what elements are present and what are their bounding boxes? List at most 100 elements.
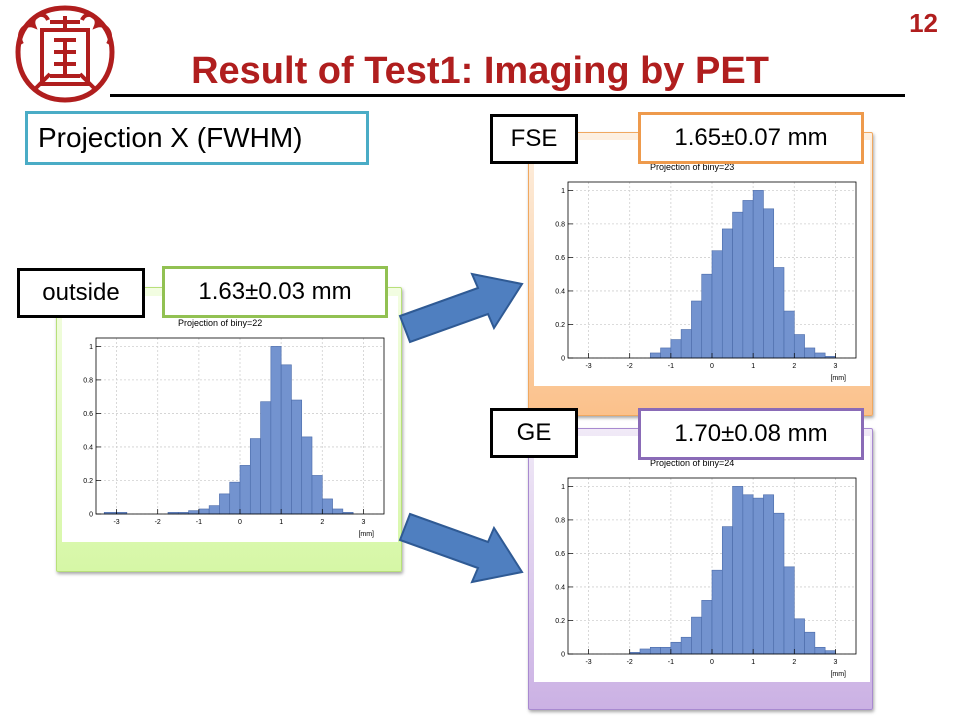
tag-outside: outside — [17, 268, 145, 318]
x-tick-label: 1 — [751, 659, 755, 666]
histogram-bar — [660, 646, 672, 655]
histogram-bar — [804, 347, 816, 359]
y-tick-label: 0.4 — [555, 584, 565, 591]
x-tick-label: 2 — [320, 519, 324, 526]
histogram-bar — [732, 486, 744, 655]
y-tick-label: 0.8 — [83, 377, 93, 384]
histogram-bar — [660, 347, 672, 359]
subtitle-box: Projection X (FWHM) — [25, 111, 369, 165]
histogram-bar — [711, 250, 723, 359]
histogram-bar — [680, 329, 692, 359]
page-number: 12 — [909, 8, 938, 38]
histogram-outside-svg: Projection of biny=22 -3 -2 -1 0 1 2 3 0 0.2 0.4 0.… — [83, 318, 385, 538]
histogram-bar — [752, 497, 764, 655]
value-fse: 1.65±0.07 mm — [638, 112, 864, 164]
y-tick-label: 1 — [561, 188, 565, 195]
value-outside: 1.63±0.03 mm — [162, 266, 388, 318]
y-tick-label: 0.6 — [555, 551, 565, 558]
y-tick-label: 0.2 — [555, 322, 565, 329]
histogram-outside: Projection of biny=22 -3 -2 -1 0 1 2 3 0 0.2 0.4 0.… — [62, 296, 398, 542]
histogram-bar — [732, 211, 744, 359]
histogram-bar — [219, 493, 231, 515]
x-tick-label: 0 — [710, 659, 714, 666]
y-tick-label: 0.6 — [555, 255, 565, 262]
histogram-bar — [639, 648, 651, 655]
y-tick-label: 0.4 — [555, 288, 565, 295]
histogram-bar — [721, 526, 733, 655]
histogram-bar — [701, 600, 713, 655]
x-tick-label: 0 — [710, 363, 714, 370]
x-tick-label: 3 — [833, 659, 837, 666]
histogram-bar — [804, 631, 816, 655]
histogram-bar — [763, 208, 775, 359]
y-tick-label: 0 — [89, 512, 93, 519]
histogram-bar — [814, 352, 826, 359]
histogram-bar — [280, 364, 292, 515]
histogram-bar — [711, 569, 723, 655]
histogram-bar — [773, 512, 785, 655]
x-tick-label: -1 — [668, 363, 674, 370]
tag-fse: FSE — [490, 114, 578, 164]
y-tick-label: 0.2 — [83, 478, 93, 485]
x-axis-label: [mm] — [358, 531, 374, 538]
y-tick-label: 0.2 — [555, 618, 565, 625]
histogram-bar — [691, 300, 703, 359]
histogram-bar — [332, 508, 344, 515]
histogram-bar — [301, 436, 313, 515]
title-underline — [110, 94, 905, 97]
x-tick-label: -3 — [585, 659, 591, 666]
x-tick-label: -1 — [196, 519, 202, 526]
right-arrow-icon — [398, 272, 524, 344]
x-tick-label: -3 — [113, 519, 119, 526]
histogram-bar — [321, 498, 333, 515]
y-tick-label: 0.4 — [83, 444, 93, 451]
histogram-bar — [763, 494, 775, 655]
chart-title: Projection of biny=22 — [178, 318, 262, 328]
x-axis-label: [mm] — [830, 375, 846, 382]
x-tick-label: 3 — [833, 363, 837, 370]
histogram-bar — [649, 352, 661, 359]
histogram-bar — [691, 616, 703, 655]
histogram-bar — [198, 508, 210, 515]
right-arrow-icon — [398, 512, 524, 584]
histogram-bar — [670, 641, 682, 655]
chart-title: Projection of biny=24 — [650, 458, 734, 468]
histogram-bar — [249, 438, 261, 515]
y-tick-label: 0.8 — [555, 517, 565, 524]
histogram-bar — [291, 399, 303, 515]
x-axis-label: [mm] — [830, 671, 846, 678]
x-tick-label: -2 — [627, 659, 633, 666]
y-tick-label: 0 — [561, 652, 565, 659]
histogram-bar — [721, 228, 733, 359]
y-tick-label: 0 — [561, 356, 565, 363]
y-tick-label: 1 — [89, 344, 93, 351]
histogram-bar — [260, 401, 272, 515]
university-seal-icon — [15, 5, 115, 103]
histogram-ge-svg: Projection of biny=24 -3 -2 -1 0 1 2 3 0 0.2 0.4 0.… — [555, 458, 857, 678]
histogram-bar — [670, 339, 682, 359]
histogram-bar — [783, 310, 795, 359]
x-tick-label: -2 — [155, 519, 161, 526]
histogram-fse: Projection of biny=23 -3 -2 -1 0 1 2 3 0 0.2 0.4 0.… — [534, 140, 870, 386]
x-tick-label: 1 — [279, 519, 283, 526]
histogram-bar — [752, 190, 764, 359]
histogram-bar — [742, 494, 754, 655]
histogram-bar — [824, 650, 836, 655]
y-tick-label: 0.8 — [555, 221, 565, 228]
x-tick-label: -3 — [585, 363, 591, 370]
histogram-bar — [188, 510, 200, 515]
histogram-bar — [239, 465, 251, 515]
histogram-bar — [814, 646, 826, 655]
histogram-bar — [773, 267, 785, 359]
value-ge: 1.70±0.08 mm — [638, 408, 864, 460]
x-tick-label: 2 — [792, 659, 796, 666]
x-tick-label: 0 — [238, 519, 242, 526]
x-tick-label: 2 — [792, 363, 796, 370]
histogram-bar — [270, 346, 282, 515]
tag-ge: GE — [490, 408, 578, 458]
histogram-bar — [742, 200, 754, 359]
x-tick-label: -1 — [668, 659, 674, 666]
y-tick-label: 0.6 — [83, 411, 93, 418]
histogram-bar — [701, 273, 713, 359]
histogram-bar — [311, 475, 323, 515]
